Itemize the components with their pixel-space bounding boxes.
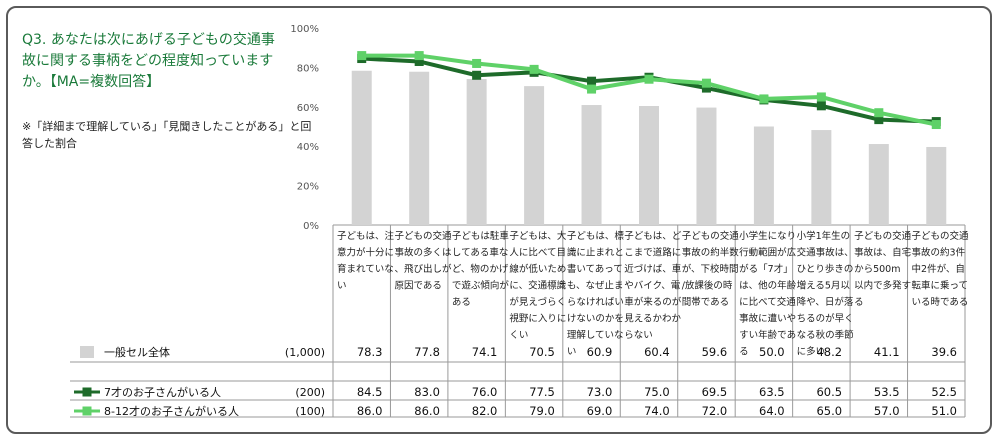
data-label: 83.0 xyxy=(414,385,440,399)
bar xyxy=(926,146,947,225)
data-label: 79.0 xyxy=(529,404,555,418)
category-label: 小学生になり行動範囲が広がる「7才」は、他の年齢に比べて交通事故に遭いやすい年齢… xyxy=(739,230,797,358)
data-label: 60.5 xyxy=(816,385,842,399)
point-marker-8to12yo xyxy=(759,94,769,104)
category-label: 子どもは、注意力が十分に育まれていない xyxy=(337,230,395,292)
point-marker-8to12yo xyxy=(816,92,826,102)
data-label: 75.0 xyxy=(644,385,670,399)
bar xyxy=(639,106,659,225)
data-label: 78.3 xyxy=(357,345,383,359)
data-label: 77.8 xyxy=(414,345,440,359)
category-label: 子どもは、どこまで道路に近づけば、車やバイク、電車が来るのが見えるかわからない xyxy=(624,231,682,341)
data-label: 86.0 xyxy=(357,404,383,418)
data-label: 41.1 xyxy=(874,345,900,359)
question-note: ※「詳細まで理解している」「見聞きしたことがある」と回答した割合 xyxy=(22,120,312,150)
category-label: 子どもの交通事故の約半数が、下校時間/放課後の時間帯である xyxy=(682,230,740,308)
data-label: 50.0 xyxy=(759,345,785,359)
bar xyxy=(696,107,717,225)
category-label: 子どもの交通事故は、自宅から500m 以内で多発する xyxy=(854,230,912,308)
y-tick-label: 100% xyxy=(290,24,319,35)
data-label: 76.0 xyxy=(472,385,498,399)
bar xyxy=(351,70,372,226)
legend-label: 7才のお子さんがいる人 xyxy=(104,385,221,399)
legend-swatch xyxy=(80,346,94,358)
data-label: 39.6 xyxy=(931,345,957,359)
category-label: 子どもは、大人に比べて目線が低いために、交通標識が見えづらく視野に入りにくい xyxy=(509,230,567,341)
legend-n: (100) xyxy=(295,405,325,418)
data-label: 60.9 xyxy=(587,345,613,359)
bar xyxy=(581,105,602,225)
data-label: 72.0 xyxy=(702,404,728,418)
legend-n: (200) xyxy=(295,386,325,399)
y-tick-label: 0% xyxy=(303,221,319,232)
data-label: 53.5 xyxy=(874,385,900,399)
data-label: 60.4 xyxy=(644,345,670,359)
data-label: 74.1 xyxy=(472,345,498,359)
data-label: 51.0 xyxy=(931,404,957,418)
point-marker-8to12yo xyxy=(472,58,482,68)
bar xyxy=(753,126,774,225)
data-label: 70.5 xyxy=(529,345,555,359)
data-label: 74.0 xyxy=(644,404,670,418)
bar xyxy=(811,130,832,225)
point-marker-8to12yo xyxy=(357,51,367,61)
category-label: 小学1年生の交通事故は、ひとり歩きの増える5月以降や、日が落ちるのが早くなる秋の… xyxy=(797,230,855,358)
data-label: 69.0 xyxy=(587,404,613,418)
y-tick-label: 20% xyxy=(297,182,319,193)
data-label: 69.5 xyxy=(702,385,728,399)
category-label: 子どもの交通事故の約3件中2件が、自転車に乗っている時である xyxy=(912,230,970,308)
point-marker-8to12yo xyxy=(644,74,654,84)
data-label: 82.0 xyxy=(472,404,498,418)
legend-n: (1,000) xyxy=(285,346,325,359)
y-tick-label: 40% xyxy=(297,142,319,153)
point-marker-7yo xyxy=(472,70,482,80)
data-label: 86.0 xyxy=(414,404,440,418)
point-marker-8to12yo xyxy=(414,51,424,61)
bar xyxy=(466,79,487,225)
legend-label: 一般セル全体 xyxy=(104,345,170,359)
data-label: 52.5 xyxy=(931,385,957,399)
legend-label: 8-12才のお子さんがいる人 xyxy=(104,404,239,418)
point-marker-8to12yo xyxy=(587,84,597,94)
data-label: 77.5 xyxy=(529,385,555,399)
data-label: 73.0 xyxy=(587,385,613,399)
point-marker-7yo xyxy=(701,83,711,93)
data-label: 48.2 xyxy=(816,345,842,359)
data-label: 84.5 xyxy=(357,385,383,399)
chart-frame xyxy=(6,6,992,434)
point-marker-8to12yo xyxy=(931,120,941,130)
bar xyxy=(524,86,545,226)
point-marker-7yo xyxy=(414,56,424,66)
data-label: 57.0 xyxy=(874,404,900,418)
point-marker-8to12yo xyxy=(701,78,711,88)
point-marker-8to12yo xyxy=(874,108,884,118)
point-marker-8to12yo xyxy=(529,64,539,74)
y-tick-label: 60% xyxy=(297,103,319,114)
data-label: 65.0 xyxy=(816,404,842,418)
point-marker-7yo xyxy=(587,76,597,86)
legend-marker xyxy=(82,387,92,397)
y-tick-label: 80% xyxy=(297,63,319,74)
category-label: 子どもは駐車してある車など、物のかげで遊ぶ傾向がある xyxy=(452,230,510,308)
category-label: 子どもの交通事故の多くは、飛び出しが原因である xyxy=(394,230,452,292)
legend-marker xyxy=(82,406,92,416)
category-label: 子どもは、標識に止まれと書いてあっても、なぜ止まらなければいけないのかを理解して… xyxy=(567,230,625,358)
point-marker-7yo xyxy=(816,101,826,111)
point-marker-7yo xyxy=(874,115,884,125)
data-label: 64.0 xyxy=(759,404,785,418)
bar xyxy=(409,71,430,225)
bar xyxy=(868,144,889,225)
data-label: 59.6 xyxy=(702,345,728,359)
question-title: Q3. あなたは次にあげる子どもの交通事故に関する事柄をどの程度知っていますか。… xyxy=(22,32,275,90)
data-label: 63.5 xyxy=(759,385,785,399)
